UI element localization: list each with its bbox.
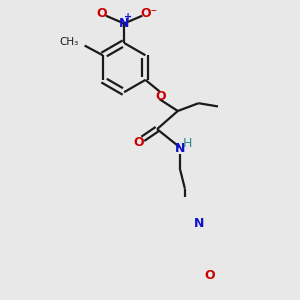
Text: H: H xyxy=(183,137,192,150)
Text: N: N xyxy=(175,142,185,155)
Text: O: O xyxy=(156,90,166,103)
Text: O⁻: O⁻ xyxy=(140,7,157,20)
Text: O: O xyxy=(96,7,107,20)
Text: +: + xyxy=(124,12,132,22)
Text: O: O xyxy=(133,136,144,148)
Text: O: O xyxy=(204,269,215,282)
Text: N: N xyxy=(119,17,129,30)
Text: N: N xyxy=(194,217,204,230)
Text: CH₃: CH₃ xyxy=(59,37,78,47)
